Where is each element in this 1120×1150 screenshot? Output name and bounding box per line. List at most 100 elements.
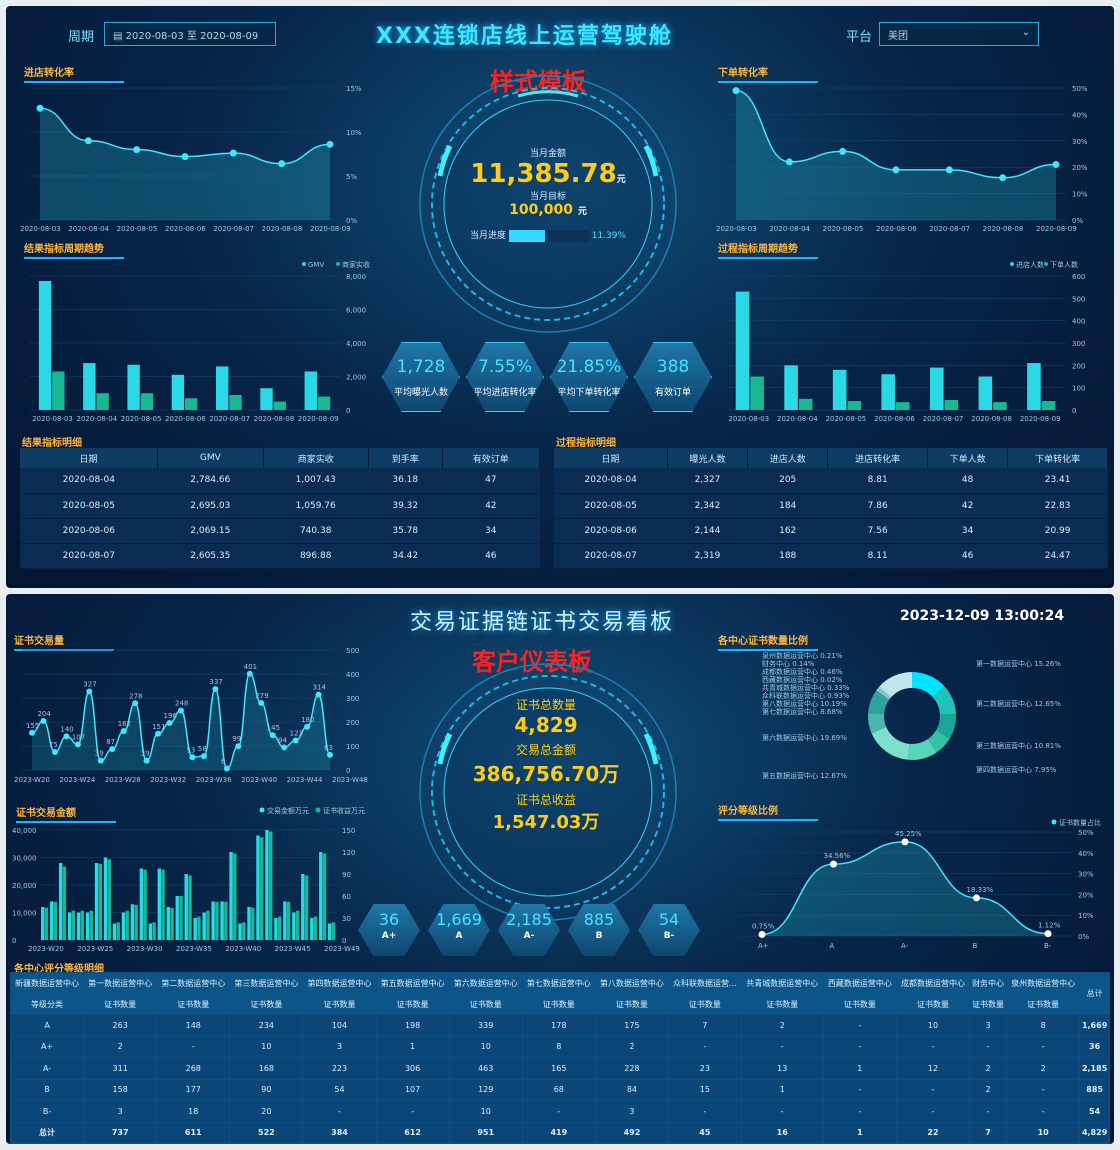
y-tick-label: 0 — [346, 767, 350, 775]
y2-tick-label: 90 — [342, 871, 351, 879]
count-header: 证书数量 — [667, 993, 742, 1015]
bar — [185, 398, 198, 410]
bar — [80, 910, 85, 940]
table-cell: 10 — [448, 1035, 523, 1058]
center-header: 西藏数据运营中心 — [822, 972, 897, 994]
table-cell: 1 — [822, 1057, 897, 1080]
bar — [116, 922, 120, 940]
table-cell: - — [740, 1100, 824, 1123]
data-point — [269, 732, 276, 739]
table-cell: 35.78 — [368, 518, 443, 544]
slice-label: 第七数据运营中心 8.68% — [762, 707, 843, 716]
platform-select[interactable]: 美团 ⌄ — [879, 22, 1039, 46]
table-cell: 68 — [521, 1078, 596, 1101]
y-tick-label: 100 — [346, 743, 359, 751]
order-rate-title: 下单转化率 — [718, 64, 818, 83]
table-cell: 45 — [667, 1121, 742, 1144]
grade-detail-table: 新疆数据运营中心 第一数据运营中心 第二数据运营中心 第三数据运营中心 第四数据运营中心… — [9, 972, 1110, 1144]
donut-slice — [876, 688, 891, 700]
bar — [130, 904, 135, 940]
bar — [85, 912, 90, 940]
bar — [242, 922, 246, 940]
kpi-hex-enter-rate: 7.55% 平均进店转化率 — [466, 342, 544, 412]
data-point — [200, 753, 207, 760]
bar — [798, 398, 813, 410]
table-cell: - — [895, 1100, 971, 1123]
table-cell: 2020-08-07 — [20, 543, 158, 569]
table-cell: 18 — [156, 1100, 231, 1123]
table-cell: 10 — [448, 1100, 523, 1123]
x-tick-label: 2020-08-08 — [983, 225, 1024, 233]
count-header: 证书数量 — [83, 993, 158, 1015]
data-label: 140 — [60, 725, 73, 733]
amount-title: 证书交易金额 — [16, 804, 116, 823]
bar — [274, 918, 278, 940]
table-cell: 107 — [375, 1078, 450, 1101]
column-header: 商家实收 — [263, 448, 369, 468]
table-cell: 24.47 — [1007, 543, 1108, 569]
chevron-down-icon: ⌄ — [1021, 27, 1030, 38]
x-tick-label: 2020-08-07 — [923, 415, 964, 423]
table-cell: 34.42 — [368, 543, 443, 569]
data-point — [785, 158, 793, 166]
grade-title: 评分等级比例 — [718, 802, 818, 821]
y-tick-label: 4,000 — [346, 340, 366, 348]
hex-value: 388 — [656, 357, 690, 377]
bar — [256, 835, 260, 940]
slice-label: 第二数据运营中心 12.65% — [976, 699, 1061, 708]
date-range-picker[interactable]: ▤ 2020-08-03 至 2020-08-09 — [104, 22, 276, 46]
table-cell: - — [375, 1100, 450, 1123]
process-trend-chart: 0 100 200 300 400 500 600 进店人数 下单人数 2020-08-03 202… — [726, 260, 1085, 423]
x-tick-label: 2020-08-03 — [716, 225, 757, 233]
table-cell: 23.41 — [1007, 468, 1108, 494]
table-row: 2020-08-06 2,144 162 7.56 34 20.99 — [554, 518, 1108, 544]
x-tick-label: A- — [901, 942, 909, 950]
bar — [273, 401, 286, 410]
table-row: A+ 2-10 3 1 10 8 2- - - - - -36 — [9, 1035, 1110, 1058]
bar — [49, 901, 54, 940]
y-tick-label: 0% — [1078, 933, 1089, 941]
progress-bar — [508, 229, 589, 242]
bar — [121, 912, 126, 940]
table-cell: 2,784.66 — [157, 468, 263, 494]
legend-marker — [1044, 262, 1048, 266]
table-cell: 2020-08-07 — [554, 543, 668, 569]
bar — [310, 918, 314, 940]
table-cell: A+ — [9, 1035, 85, 1058]
table-cell: B- — [9, 1100, 85, 1123]
amount-value: 11,385.78 — [470, 159, 617, 189]
bar — [292, 912, 296, 940]
table-cell: 2020-08-04 — [554, 468, 668, 494]
table-cell: 46 — [927, 543, 1008, 569]
table-cell: 2 — [740, 1014, 824, 1037]
hex-label: 平均进店转化率 — [473, 388, 537, 398]
table-cell: 3 — [302, 1035, 377, 1058]
data-label: 53 — [186, 746, 195, 754]
legend-label: 证书收益万元 — [323, 806, 365, 815]
bar — [978, 376, 993, 410]
donut-slice — [936, 713, 956, 739]
data-label: 63 — [324, 744, 333, 752]
x-tick-label: 2023-W28 — [105, 776, 141, 784]
legend-marker — [1010, 262, 1014, 266]
bar — [67, 912, 72, 940]
y-tick-label: 300 — [1072, 340, 1085, 348]
x-tick-label: 2020-08-09 — [1020, 415, 1061, 423]
data-point — [258, 700, 265, 707]
table-cell: 188 — [747, 543, 828, 569]
table-cell: 384 — [302, 1121, 377, 1144]
data-point — [278, 160, 286, 168]
column-header: 有效订单 — [442, 448, 541, 468]
data-point — [36, 104, 44, 112]
center-header: 第一数据运营中心 — [83, 972, 158, 994]
count-header: 证书数量 — [740, 993, 824, 1015]
table-cell: - — [895, 1035, 971, 1058]
y-tick-label: 30% — [1072, 138, 1088, 146]
table-cell: 2020-08-05 — [20, 493, 158, 519]
hex-label: 平均下单转化率 — [557, 388, 621, 398]
table-cell: 7.86 — [827, 493, 928, 519]
bar — [58, 863, 63, 940]
data-label: 34.56% — [824, 852, 851, 860]
legend-marker — [315, 807, 321, 813]
table-cell: 419 — [521, 1121, 596, 1144]
